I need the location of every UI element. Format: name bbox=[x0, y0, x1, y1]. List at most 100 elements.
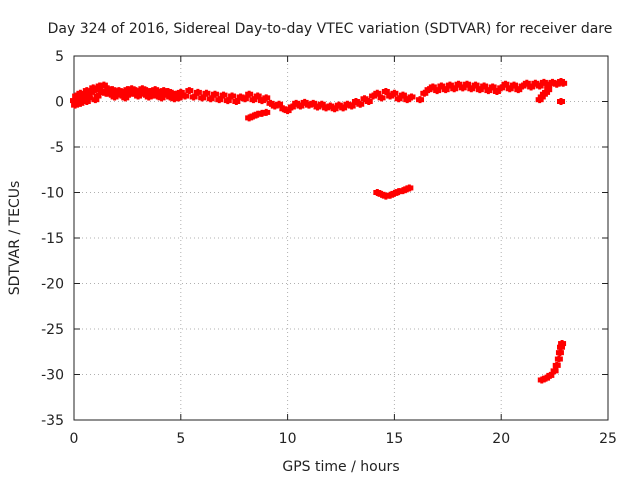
data-point-fill bbox=[537, 94, 546, 100]
data-point-fill bbox=[193, 89, 202, 95]
data-point-fill bbox=[71, 102, 80, 108]
data-point-fill bbox=[91, 87, 100, 93]
data-point-fill bbox=[170, 96, 179, 102]
data-point-fill bbox=[450, 86, 459, 92]
data-point-fill bbox=[539, 79, 548, 85]
data-point-fill bbox=[104, 86, 113, 92]
data-point-fill bbox=[555, 350, 564, 356]
data-point-fill bbox=[300, 99, 309, 105]
data-point-fill bbox=[542, 375, 551, 381]
data-point-fill bbox=[394, 189, 403, 195]
data-point-fill bbox=[112, 90, 121, 96]
data-point-fill bbox=[381, 193, 390, 199]
data-point-fill bbox=[475, 87, 484, 93]
y-tick-label: -10 bbox=[41, 186, 64, 202]
data-point-fill bbox=[157, 95, 166, 101]
data-point-fill bbox=[296, 103, 305, 109]
data-point-fill bbox=[407, 94, 416, 100]
data-point-fill bbox=[373, 90, 382, 96]
data-point-fill bbox=[70, 98, 78, 104]
data-point-fill bbox=[445, 82, 454, 88]
data-point-fill bbox=[249, 113, 258, 119]
data-point-fill bbox=[544, 82, 553, 88]
data-point-fill bbox=[82, 88, 91, 94]
data-point-fill bbox=[206, 96, 215, 102]
data-point-fill bbox=[433, 88, 442, 94]
data-point-fill bbox=[463, 81, 472, 87]
data-point-fill bbox=[441, 87, 450, 93]
data-point-fill bbox=[334, 102, 343, 108]
data-point-fill bbox=[131, 88, 140, 94]
data-point-fill bbox=[146, 88, 155, 94]
data-point-fill bbox=[480, 83, 489, 89]
data-point-fill bbox=[304, 102, 313, 108]
data-point-fill bbox=[437, 83, 446, 89]
data-point-fill bbox=[102, 90, 111, 96]
data-point-fill bbox=[87, 89, 96, 95]
data-point-fill bbox=[140, 91, 149, 97]
data-point-fill bbox=[232, 99, 241, 104]
data-point-fill bbox=[554, 356, 563, 362]
data-point-fill bbox=[557, 344, 566, 350]
y-tick-label: -20 bbox=[41, 277, 64, 293]
data-point-fill bbox=[364, 99, 373, 104]
x-tick-label: 15 bbox=[385, 431, 403, 447]
data-point-fill bbox=[405, 185, 414, 191]
data-point-fill bbox=[84, 95, 93, 101]
series-1 bbox=[245, 108, 271, 122]
data-point-fill bbox=[110, 94, 119, 100]
data-point-fill bbox=[181, 93, 190, 99]
data-point-fill bbox=[189, 94, 198, 100]
data-point-fill bbox=[356, 101, 365, 107]
data-point-fill bbox=[326, 103, 335, 109]
data-point-fill bbox=[236, 94, 245, 100]
data-point-fill bbox=[398, 92, 407, 98]
data-point-fill bbox=[176, 89, 185, 95]
data-point-fill bbox=[228, 93, 237, 99]
data-point-fill bbox=[458, 85, 467, 91]
data-point-fill bbox=[518, 83, 527, 89]
data-point-fill bbox=[95, 83, 104, 89]
data-point-fill bbox=[309, 100, 318, 106]
data-point-fill bbox=[313, 104, 322, 110]
data-point-fill bbox=[149, 92, 158, 98]
data-point-fill bbox=[322, 105, 331, 111]
data-point-fill bbox=[129, 90, 138, 96]
data-point-fill bbox=[505, 86, 514, 92]
data-point-fill bbox=[270, 103, 279, 109]
data-point-fill bbox=[144, 94, 153, 100]
data-point-fill bbox=[159, 88, 168, 94]
data-point-fill bbox=[210, 91, 219, 97]
data-point-fill bbox=[279, 106, 288, 112]
data-point-fill bbox=[514, 87, 523, 93]
data-point-fill bbox=[153, 93, 162, 99]
data-point-fill bbox=[253, 93, 262, 99]
x-tick-label: 20 bbox=[492, 431, 510, 447]
data-point-fill bbox=[97, 88, 106, 94]
data-point-fill bbox=[454, 81, 463, 87]
data-point-fill bbox=[428, 84, 437, 90]
data-point-fill bbox=[106, 91, 115, 97]
data-point-fill bbox=[559, 80, 568, 86]
data-point-fill bbox=[390, 90, 399, 96]
data-point-fill bbox=[76, 100, 85, 106]
data-point-fill bbox=[484, 88, 493, 94]
data-point-fill bbox=[245, 115, 254, 121]
axis-tick-labels: 0 5 10 15 20 25 5 0 -5 -10 -15 -20 -25 -30 -35 bbox=[41, 49, 617, 447]
data-point-fill bbox=[373, 190, 382, 195]
data-point-fill bbox=[127, 86, 136, 92]
data-point-fill bbox=[185, 88, 194, 94]
data-point-fill bbox=[125, 91, 134, 97]
data-point-fill bbox=[330, 106, 339, 112]
y-tick-label: -25 bbox=[41, 322, 64, 338]
axis-ticks bbox=[73, 55, 609, 421]
y-axis-label: SDTVAR / TECUs bbox=[7, 181, 23, 296]
data-point-fill bbox=[168, 90, 177, 96]
data-point-fill bbox=[72, 93, 81, 99]
data-point-fill bbox=[339, 105, 348, 111]
data-point-fill bbox=[136, 89, 145, 95]
data-point-fill bbox=[398, 188, 407, 194]
data-point-fill bbox=[215, 97, 224, 103]
data-point-fill bbox=[386, 192, 395, 198]
data-point-fill bbox=[546, 372, 555, 378]
